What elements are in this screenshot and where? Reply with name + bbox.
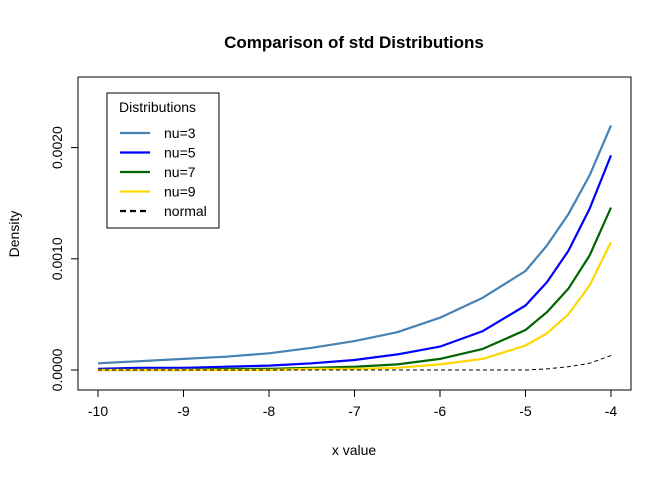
legend-box	[106, 92, 220, 229]
series-line-nu-5	[97, 154, 613, 370]
x-axis: -10 -9 -8 -7 -6 -5 -4	[88, 389, 618, 419]
series-line-normal	[98, 355, 612, 371]
legend-label: nu=7	[164, 164, 196, 180]
x-tick-label: -8	[263, 403, 276, 419]
x-tick-label: -6	[434, 403, 447, 419]
y-tick-label: 0.0000	[49, 348, 65, 391]
series-line-nu-3	[97, 124, 613, 365]
legend: Distributions nu=3 nu=5 nu=7 nu=9 normal	[106, 92, 220, 229]
legend-title: Distributions	[119, 99, 196, 115]
y-tick-label: 0.0020	[49, 126, 65, 169]
x-axis-label: x value	[332, 442, 377, 458]
x-tick-label: -7	[348, 403, 361, 419]
series-layer	[97, 124, 613, 372]
x-tick-label: -5	[519, 403, 532, 419]
chart-title: Comparison of std Distributions	[224, 33, 484, 52]
legend-label: normal	[164, 203, 207, 219]
legend-label: nu=5	[164, 145, 196, 161]
x-tick-label: -10	[88, 403, 108, 419]
legend-label: nu=9	[164, 184, 196, 200]
x-tick-label: -9	[177, 403, 190, 419]
legend-label: nu=3	[164, 125, 196, 141]
legend-items: nu=3 nu=5 nu=7 nu=9 normal	[120, 125, 207, 219]
y-axis: 0.0000 0.0010 0.0020	[49, 126, 79, 391]
y-axis-label: Density	[6, 211, 22, 258]
x-tick-label: -4	[605, 403, 618, 419]
series-line-nu-7	[98, 207, 613, 372]
y-tick-label: 0.0010	[49, 237, 65, 280]
